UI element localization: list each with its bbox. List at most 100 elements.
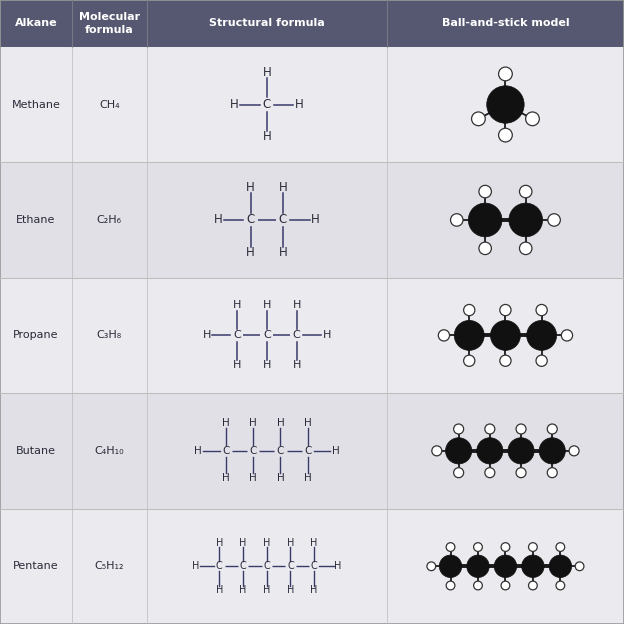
Text: Alkane: Alkane — [14, 18, 57, 29]
Circle shape — [454, 321, 484, 351]
Text: C: C — [216, 561, 223, 572]
Text: C: C — [240, 561, 246, 572]
Text: H: H — [304, 473, 312, 484]
Text: H: H — [216, 537, 223, 548]
Text: H: H — [278, 246, 288, 259]
Text: H: H — [263, 585, 270, 595]
Text: C: C — [293, 330, 301, 341]
Circle shape — [474, 543, 482, 552]
Text: C₅H₁₂: C₅H₁₂ — [94, 561, 124, 572]
Circle shape — [501, 581, 510, 590]
Circle shape — [446, 437, 472, 464]
Circle shape — [575, 562, 584, 570]
Circle shape — [477, 437, 503, 464]
Circle shape — [499, 129, 512, 142]
Circle shape — [516, 468, 526, 477]
Circle shape — [519, 242, 532, 255]
Text: H: H — [262, 66, 271, 79]
Text: H: H — [311, 213, 320, 227]
Text: C: C — [305, 446, 311, 456]
Text: H: H — [263, 537, 270, 548]
Text: H: H — [287, 585, 294, 595]
Text: H: H — [263, 360, 271, 371]
Text: Butane: Butane — [16, 446, 56, 456]
Circle shape — [467, 555, 489, 578]
Text: C: C — [246, 213, 255, 227]
Circle shape — [527, 321, 557, 351]
Circle shape — [464, 355, 475, 366]
Circle shape — [438, 329, 449, 341]
Text: H: H — [331, 446, 339, 456]
Circle shape — [454, 424, 464, 434]
Text: CH₄: CH₄ — [99, 99, 120, 110]
FancyBboxPatch shape — [72, 0, 147, 47]
Circle shape — [439, 555, 462, 578]
Circle shape — [500, 305, 511, 316]
Text: C₂H₆: C₂H₆ — [97, 215, 122, 225]
Text: Molecular
formula: Molecular formula — [79, 12, 140, 34]
Text: H: H — [304, 418, 312, 429]
Text: H: H — [334, 561, 341, 572]
Circle shape — [446, 543, 455, 552]
Text: H: H — [311, 585, 318, 595]
Circle shape — [556, 543, 565, 552]
Circle shape — [427, 562, 436, 570]
Text: H: H — [246, 246, 255, 259]
Circle shape — [562, 329, 573, 341]
Text: C: C — [287, 561, 294, 572]
Text: C: C — [277, 446, 284, 456]
Circle shape — [547, 468, 557, 477]
Text: H: H — [249, 418, 257, 429]
Text: H: H — [230, 98, 239, 111]
Circle shape — [468, 203, 502, 237]
Circle shape — [536, 355, 547, 366]
Circle shape — [446, 581, 455, 590]
Text: H: H — [323, 330, 331, 341]
Circle shape — [569, 446, 579, 456]
Text: H: H — [213, 213, 223, 227]
Text: H: H — [287, 537, 294, 548]
Circle shape — [549, 555, 572, 578]
Text: H: H — [311, 537, 318, 548]
Text: H: H — [276, 418, 285, 429]
Circle shape — [508, 437, 534, 464]
Text: C: C — [263, 98, 271, 111]
Text: Propane: Propane — [13, 330, 59, 341]
Circle shape — [451, 213, 463, 227]
Circle shape — [509, 203, 542, 237]
Circle shape — [487, 85, 524, 124]
FancyBboxPatch shape — [0, 47, 624, 162]
Circle shape — [548, 213, 560, 227]
Text: H: H — [293, 300, 301, 311]
Circle shape — [485, 424, 495, 434]
Text: H: H — [216, 585, 223, 595]
Text: Ball-and-stick model: Ball-and-stick model — [442, 18, 569, 29]
Circle shape — [472, 112, 485, 125]
Text: H: H — [233, 300, 241, 311]
Circle shape — [519, 185, 532, 198]
Circle shape — [516, 424, 526, 434]
Circle shape — [539, 437, 565, 464]
Text: H: H — [293, 360, 301, 371]
Text: H: H — [192, 561, 199, 572]
Text: Methane: Methane — [11, 99, 61, 110]
FancyBboxPatch shape — [147, 0, 387, 47]
Text: H: H — [222, 473, 230, 484]
Text: H: H — [222, 418, 230, 429]
Text: C: C — [311, 561, 318, 572]
Text: H: H — [246, 181, 255, 194]
Text: H: H — [240, 585, 246, 595]
Circle shape — [536, 305, 547, 316]
Text: Ethane: Ethane — [16, 215, 56, 225]
Text: H: H — [249, 473, 257, 484]
Text: H: H — [278, 181, 288, 194]
Text: Pentane: Pentane — [13, 561, 59, 572]
Circle shape — [432, 446, 442, 456]
FancyBboxPatch shape — [0, 162, 624, 278]
Circle shape — [464, 305, 475, 316]
Circle shape — [500, 355, 511, 366]
Text: C₄H₁₀: C₄H₁₀ — [94, 446, 124, 456]
Circle shape — [485, 468, 495, 477]
Text: C: C — [279, 213, 287, 227]
Circle shape — [494, 555, 517, 578]
